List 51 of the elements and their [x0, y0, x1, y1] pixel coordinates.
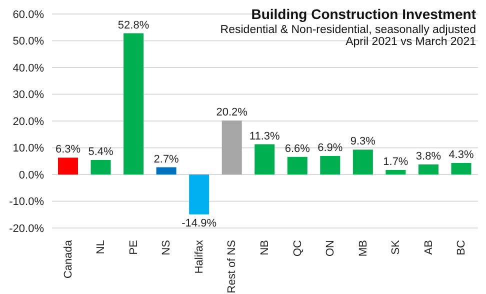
x-tick-label: PE [128, 240, 140, 255]
y-tick-label: 50.0% [12, 36, 44, 48]
y-tick-label: 20.0% [12, 116, 44, 128]
y-tick-label: -20.0% [9, 222, 44, 235]
data-label: 2.7% [154, 153, 180, 166]
x-tick-label: MB [357, 240, 370, 256]
bar [418, 164, 438, 174]
y-tick-label: 30.0% [12, 89, 44, 102]
bar [58, 158, 78, 174]
x-tick-label: Halifax [193, 240, 206, 274]
x-tick-label: ON [324, 240, 337, 256]
data-label: 3.8% [416, 150, 442, 162]
x-tick-label: SK [390, 239, 402, 255]
data-label: 6.6% [284, 142, 310, 155]
bar [156, 167, 176, 174]
y-tick-label: 0.0% [18, 169, 44, 182]
x-tick-label: NB [259, 240, 271, 256]
bar [320, 156, 340, 174]
bar [222, 120, 242, 174]
data-label: 6.9% [318, 142, 343, 154]
bar [254, 144, 275, 174]
data-label: 9.3% [350, 136, 376, 148]
x-tick-label: QC [292, 240, 304, 256]
text: Residential & Non-residential, seasonally adjusted [220, 24, 476, 36]
data-label: 20.2% [216, 106, 248, 118]
bar [386, 170, 406, 174]
bar [124, 33, 144, 174]
x-tick-label: NS [160, 240, 173, 256]
data-label: 5.4% [88, 146, 114, 158]
data-label: 1.7% [383, 156, 408, 168]
bar [189, 174, 210, 214]
data-label: 11.3% [249, 130, 280, 142]
annotation: April 2021 vs March 2021 [344, 36, 476, 48]
x-tick-label: Canada [62, 239, 74, 279]
bar [90, 160, 111, 174]
chart-title: Building Construction Investment [250, 6, 476, 22]
data-label: 4.3% [448, 148, 474, 161]
data-label: 6.3% [55, 144, 81, 156]
x-tick-label: BC [456, 240, 468, 256]
x-tick-label: AB [422, 240, 435, 255]
y-tick-label: 40.0% [12, 62, 44, 74]
bar [287, 156, 308, 174]
x-tick-label: NL [95, 240, 108, 254]
y-tick-label: -10.0% [9, 196, 44, 208]
data-label: -14.9% [182, 217, 217, 230]
y-tick-label: 60.0% [12, 8, 44, 21]
bar [352, 150, 373, 174]
x-tick-label: Rest of NS [226, 240, 238, 294]
y-tick-label: 10.0% [12, 142, 44, 155]
bar [451, 163, 472, 174]
data-label: 52.8% [118, 19, 150, 32]
